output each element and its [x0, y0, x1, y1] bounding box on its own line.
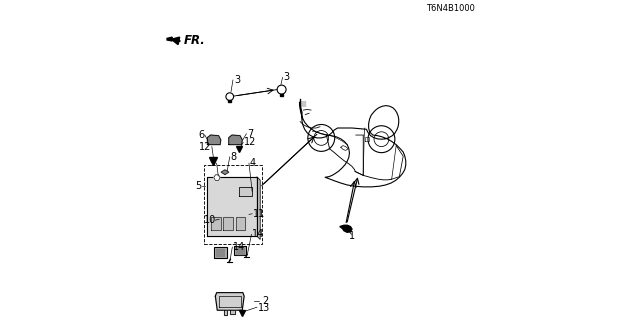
Polygon shape — [236, 217, 245, 230]
Polygon shape — [257, 177, 260, 239]
Text: 6: 6 — [198, 130, 204, 140]
Polygon shape — [224, 310, 227, 315]
Polygon shape — [216, 249, 224, 256]
Text: 12: 12 — [244, 137, 256, 148]
Text: 3: 3 — [234, 75, 241, 85]
FancyBboxPatch shape — [234, 246, 246, 255]
Polygon shape — [280, 94, 283, 96]
Text: 5: 5 — [195, 180, 201, 191]
Text: 12: 12 — [199, 141, 211, 152]
Text: 10: 10 — [204, 215, 216, 225]
Text: 14: 14 — [252, 229, 264, 239]
Polygon shape — [229, 135, 243, 145]
Text: 14: 14 — [233, 242, 245, 252]
Polygon shape — [221, 170, 229, 174]
Polygon shape — [223, 217, 233, 230]
Text: 7: 7 — [247, 129, 253, 139]
Text: T6N4B1000: T6N4B1000 — [426, 4, 475, 13]
FancyBboxPatch shape — [214, 247, 227, 258]
Text: 3: 3 — [283, 72, 289, 83]
Polygon shape — [211, 217, 221, 230]
Text: FR.: FR. — [184, 34, 205, 47]
Text: 11: 11 — [253, 209, 265, 219]
Text: 2: 2 — [262, 296, 268, 306]
Text: 4: 4 — [250, 158, 256, 168]
Polygon shape — [207, 135, 221, 145]
Polygon shape — [236, 247, 244, 254]
Text: 8: 8 — [230, 152, 237, 162]
Text: 1: 1 — [349, 231, 356, 241]
Polygon shape — [340, 225, 352, 232]
Polygon shape — [230, 310, 235, 314]
Text: 13: 13 — [258, 303, 270, 313]
Polygon shape — [214, 175, 220, 180]
Polygon shape — [228, 100, 231, 102]
Text: 9: 9 — [210, 158, 216, 168]
Polygon shape — [239, 187, 252, 196]
Polygon shape — [167, 37, 172, 41]
Polygon shape — [215, 292, 244, 310]
Polygon shape — [207, 177, 257, 236]
